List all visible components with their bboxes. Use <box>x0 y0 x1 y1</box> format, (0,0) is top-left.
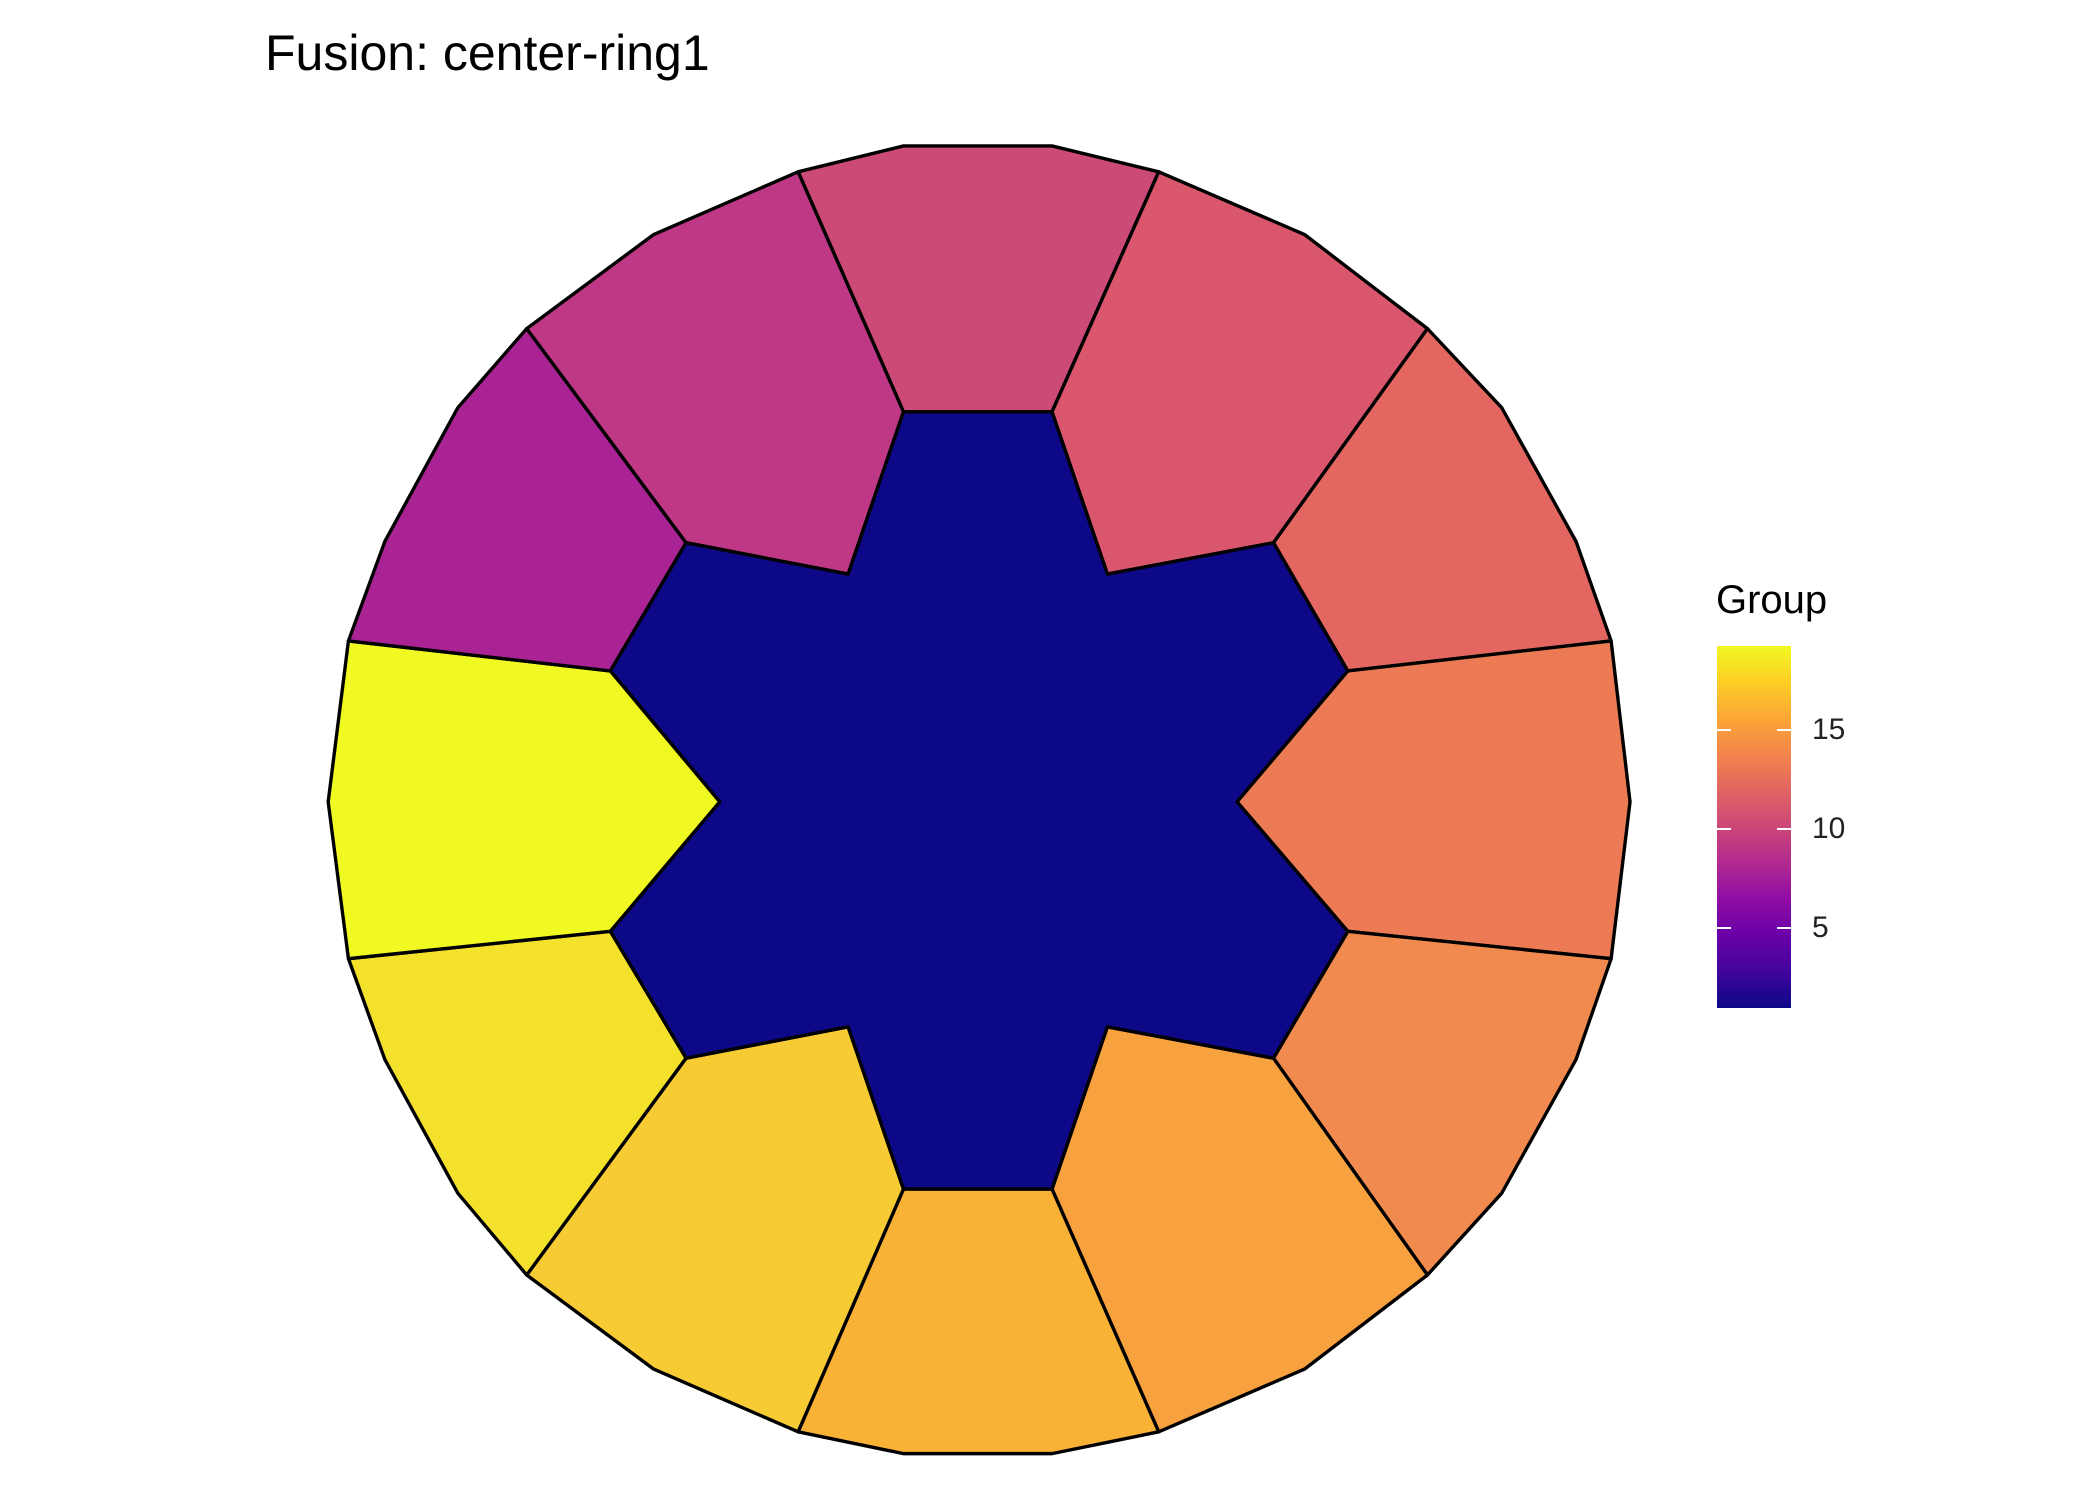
legend-tick-5-right <box>1777 927 1791 929</box>
legend-colorbar <box>1717 646 1791 1008</box>
legend-label-5: 5 <box>1812 911 1829 944</box>
legend-tick-15-right <box>1777 729 1791 731</box>
puzzle-piece-center <box>608 410 1350 1191</box>
legend-tick-15 <box>1717 729 1731 731</box>
plot-title: Fusion: center-ring1 <box>265 25 710 81</box>
legend-title: Group <box>1716 578 1828 622</box>
legend-tick-5 <box>1717 927 1731 929</box>
legend-tick-10 <box>1717 828 1731 830</box>
legend-tick-10-right <box>1777 828 1791 830</box>
legend-label-10: 10 <box>1812 812 1846 845</box>
legend-label-15: 15 <box>1812 713 1846 746</box>
